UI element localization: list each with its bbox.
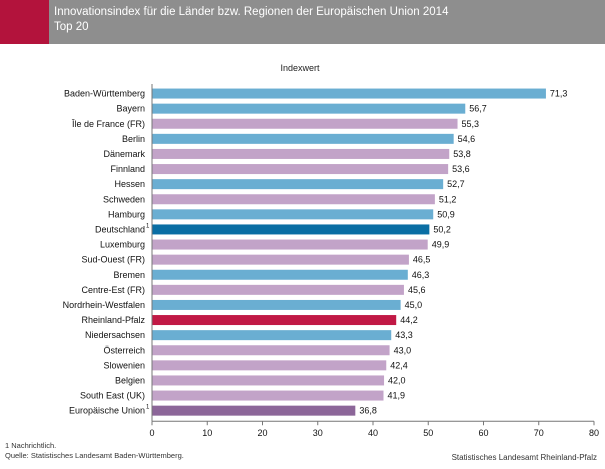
- value-label: 56,7: [469, 104, 487, 114]
- category-label: Belgien: [115, 375, 145, 385]
- bar: [152, 299, 401, 310]
- category-label: Hessen: [114, 179, 145, 189]
- footnote-marker: 1: [146, 223, 150, 229]
- bar: [152, 179, 444, 190]
- category-label: Île de France (FR): [71, 119, 145, 129]
- category-label: Hamburg: [108, 209, 145, 219]
- category-label: Centre-Est (FR): [81, 285, 145, 295]
- category-label: Baden-Württemberg: [64, 89, 145, 99]
- bar: [152, 315, 397, 326]
- category-label: Europäische Union: [69, 406, 145, 416]
- value-label: 71,3: [550, 89, 568, 99]
- bar: [152, 330, 392, 341]
- value-label: 53,6: [452, 164, 470, 174]
- bar: [152, 360, 387, 371]
- value-axis-title: Indexwert: [280, 63, 320, 73]
- bar: [152, 405, 356, 416]
- bar: [152, 118, 458, 129]
- value-label: 41,9: [387, 391, 405, 401]
- bars-group: [152, 88, 546, 416]
- x-tick-label: 20: [257, 428, 267, 438]
- bar: [152, 88, 546, 99]
- x-tick-label: 30: [313, 428, 323, 438]
- value-label: 43,3: [395, 330, 413, 340]
- bar: [152, 194, 435, 205]
- value-label: 43,0: [394, 345, 412, 355]
- x-tick-label: 50: [423, 428, 433, 438]
- value-label: 50,2: [433, 224, 451, 234]
- category-label: Nordrhein-Westfalen: [63, 300, 145, 310]
- bar: [152, 224, 430, 235]
- header-bar: [0, 0, 605, 44]
- source-left: Quelle: Statistisches Landesamt Baden-Wü…: [5, 451, 184, 460]
- category-label: Rheinland-Pfalz: [81, 315, 145, 325]
- x-tick-label: 0: [149, 428, 154, 438]
- value-label: 52,7: [447, 179, 465, 189]
- value-labels-group: 71,3 56,7 55,3 54,6 53,8 53,6 52,7 51,2 50,9 50,2…: [359, 89, 567, 416]
- value-label: 42,0: [388, 375, 406, 385]
- bar: [152, 103, 466, 114]
- bar: [152, 375, 385, 386]
- x-tick-label: 40: [368, 428, 378, 438]
- category-label: Deutschland: [95, 224, 145, 234]
- category-labels-group: Baden-Württemberg Bayern Île de France (FR…: [63, 89, 150, 416]
- category-label: Sud-Ouest (FR): [81, 255, 145, 265]
- bar: [152, 254, 409, 265]
- category-label: Dänemark: [103, 149, 145, 159]
- chart-title: Innovationsindex für die Länder bzw. Reg…: [54, 6, 449, 18]
- header-accent-block: [0, 0, 49, 44]
- bar: [152, 148, 450, 159]
- category-label: Schweden: [103, 194, 145, 204]
- value-label: 45,6: [408, 285, 426, 295]
- bar: [152, 209, 434, 220]
- footnote-marker: 1: [146, 405, 150, 411]
- value-label: 46,5: [413, 255, 431, 265]
- chart-subtitle: Top 20: [54, 21, 89, 33]
- x-axis: 0 10 20 30 40 50 60 70 80: [149, 84, 599, 438]
- category-label: Österreich: [103, 345, 145, 355]
- value-label: 53,8: [453, 149, 471, 159]
- footnote: 1 Nachrichtlich.: [5, 441, 57, 450]
- category-label: Finnland: [110, 164, 145, 174]
- source-right: Statistisches Landesamt Rheinland-Pfalz: [451, 453, 597, 462]
- category-label: Niedersachsen: [85, 330, 145, 340]
- value-label: 55,3: [462, 119, 480, 129]
- category-label: Slowenien: [103, 360, 145, 370]
- category-label: Bayern: [116, 104, 145, 114]
- category-label: Luxemburg: [100, 240, 145, 250]
- category-label: South East (UK): [80, 391, 145, 401]
- value-label: 44,2: [400, 315, 418, 325]
- value-label: 51,2: [439, 194, 457, 204]
- value-label: 49,9: [432, 240, 450, 250]
- bar: [152, 269, 408, 280]
- bar: [152, 239, 428, 250]
- bar: [152, 133, 454, 144]
- value-label: 46,3: [412, 270, 430, 280]
- value-label: 36,8: [359, 406, 377, 416]
- x-tick-label: 70: [534, 428, 544, 438]
- value-label: 45,0: [405, 300, 423, 310]
- x-tick-label: 60: [478, 428, 488, 438]
- x-tick-label: 10: [202, 428, 212, 438]
- category-label: Bremen: [113, 270, 145, 280]
- value-label: 54,6: [458, 134, 476, 144]
- bar: [152, 345, 390, 356]
- bar: [152, 284, 404, 295]
- value-label: 42,4: [390, 360, 408, 370]
- category-label: Berlin: [122, 134, 145, 144]
- bar: [152, 164, 449, 175]
- bar-chart: Indexwert Baden-Württemberg Bayern Île de …: [63, 63, 599, 438]
- value-label: 50,9: [437, 209, 455, 219]
- bar: [152, 390, 384, 401]
- x-tick-label: 80: [589, 428, 599, 438]
